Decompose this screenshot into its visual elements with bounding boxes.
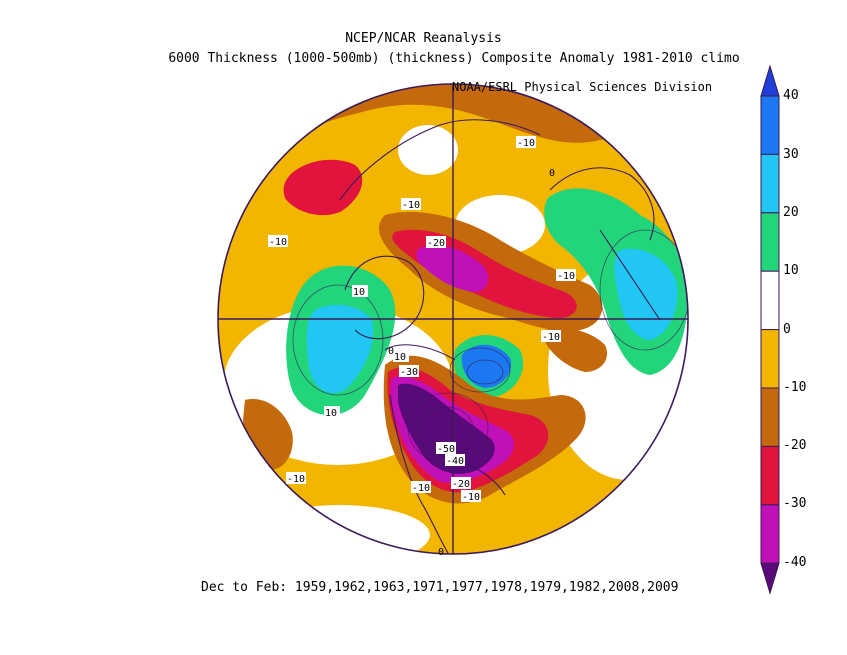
colorbar-swatch	[760, 95, 780, 155]
contour-label: -10	[287, 474, 305, 485]
colorbar-label: -10	[783, 380, 807, 395]
colorbar-label: 40	[783, 88, 799, 103]
colorbar-swatch	[760, 270, 780, 331]
colorbar-label: 20	[783, 205, 799, 220]
contour-label: -10	[517, 138, 535, 149]
contour-label: 10	[394, 352, 406, 363]
colorbar-label: -30	[783, 496, 807, 511]
contour-label: -20	[452, 479, 470, 490]
contour-label: 0	[438, 547, 444, 558]
contour-label: 10	[353, 287, 365, 298]
contour-label: -50	[437, 444, 455, 455]
colorbar-label: -20	[783, 438, 807, 453]
colorbar-swatch	[760, 504, 780, 564]
contour-label: -10	[412, 483, 430, 494]
composite-years: Dec to Feb: 1959,1962,1963,1971,1977,197…	[201, 580, 679, 595]
colorbar-label: 30	[783, 147, 799, 162]
figure-subtitle: 6000 Thickness (1000-500mb) (thickness) …	[168, 51, 740, 66]
colorbar-label: 0	[783, 322, 791, 337]
colorbar-swatch	[760, 64, 780, 97]
contour-label: -10	[402, 200, 420, 211]
contour-label: 0	[549, 168, 555, 179]
contour-label: -40	[446, 456, 464, 467]
colorbar-swatch	[760, 445, 780, 506]
colorbar-swatch	[760, 329, 780, 389]
credit-label: NOAA/ESRL Physical Sciences Division	[452, 80, 713, 94]
colorbar-swatch	[760, 387, 780, 447]
colorbar-swatch	[760, 562, 780, 595]
figure-title: NCEP/NCAR Reanalysis	[345, 31, 502, 46]
contour-label: -10	[557, 271, 575, 282]
contour-label: -10	[462, 492, 480, 503]
colorbar-swatch	[760, 153, 780, 214]
colorbar-swatch	[760, 212, 780, 272]
contour-label: -10	[269, 237, 287, 248]
contour-label: -30	[400, 367, 418, 378]
contour-label: -10	[542, 332, 560, 343]
colorbar-label: -40	[783, 555, 807, 570]
colorbar-label: 10	[783, 263, 799, 278]
contour-label: -20	[427, 238, 445, 249]
contour-label: 10	[325, 408, 337, 419]
contour-label: 0	[388, 346, 394, 357]
colorbar	[760, 64, 780, 595]
